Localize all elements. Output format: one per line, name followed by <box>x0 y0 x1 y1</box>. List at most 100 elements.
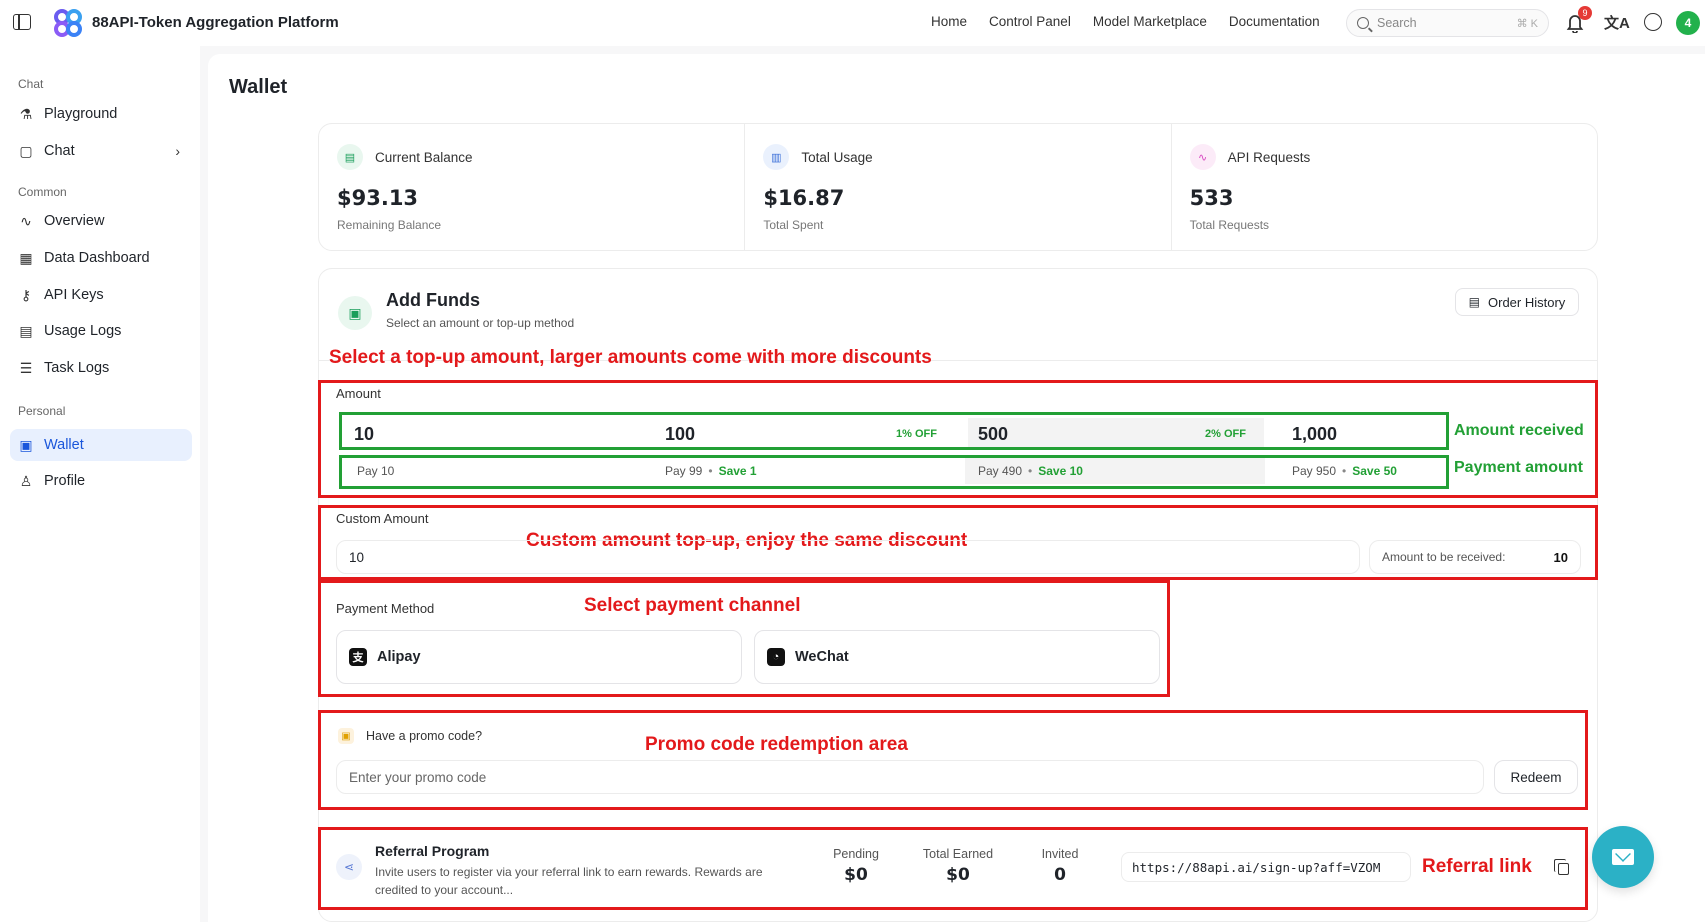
app-title: 88API-Token Aggregation Platform <box>92 14 339 31</box>
sidebar-section-chat: Chat <box>18 77 44 91</box>
referral-stat-label: Total Earned <box>922 847 994 861</box>
nav-model-marketplace[interactable]: Model Marketplace <box>1092 14 1207 29</box>
sidebar-item-chat[interactable]: ▢ Chat › <box>10 135 192 167</box>
promo-placeholder: Enter your promo code <box>349 769 487 785</box>
palette-icon[interactable] <box>1644 13 1662 31</box>
promo-code-input[interactable]: Enter your promo code <box>336 760 1484 794</box>
payment-option-label: WeChat <box>795 649 849 665</box>
copy-icon <box>1553 859 1569 875</box>
amount-value: 100 <box>665 423 696 444</box>
amount-option-10[interactable]: 10 <box>344 418 644 450</box>
annotation-topup: Select a top-up amount, larger amounts c… <box>329 347 932 368</box>
referral-link-field[interactable]: https://88api.ai/sign-up?aff=VZOM <box>1121 852 1411 882</box>
payment-option-label: Alipay <box>377 649 421 665</box>
stat-value: 533 <box>1189 186 1234 210</box>
annotation-box-promo <box>318 710 1588 810</box>
grid-icon: ▦ <box>19 249 33 266</box>
pay-amount-500: Pay 490 • Save 10 <box>965 458 1265 484</box>
sidebar-item-profile[interactable]: ♙ Profile <box>10 465 192 497</box>
top-nav: Home Control Panel Model Marketplace Doc… <box>931 14 1320 29</box>
key-icon: ⚷ <box>20 286 32 303</box>
referral-stat-value: $0 <box>946 865 970 885</box>
sidebar-item-label: API Keys <box>44 287 104 303</box>
flask-icon: ⚗ <box>19 105 33 122</box>
save-text: Save 1 <box>718 464 757 478</box>
amount-value: 1,000 <box>1292 423 1338 444</box>
sidebar-item-api-keys[interactable]: ⚷ API Keys <box>10 279 192 311</box>
sidebar-item-usage-logs[interactable]: ▤ Usage Logs <box>10 315 192 347</box>
alipay-icon: 支 <box>349 648 367 666</box>
nav-control-panel[interactable]: Control Panel <box>989 14 1071 29</box>
promo-label: Have a promo code? <box>366 729 483 743</box>
referral-link: https://88api.ai/sign-up?aff=VZOM <box>1132 859 1381 875</box>
custom-amount-value: 10 <box>349 549 365 565</box>
nav-home[interactable]: Home <box>931 14 968 29</box>
sidebar-item-label: Overview <box>44 213 105 229</box>
sidebar-item-playground[interactable]: ⚗ Playground <box>10 98 192 130</box>
sidebar: Chat ⚗ Playground ▢ Chat › Common ∿ Over… <box>0 46 200 922</box>
pay-amount-10: Pay 10 <box>344 458 644 484</box>
annotation-referral: Referral link <box>1422 856 1532 877</box>
payment-option-alipay[interactable]: 支 Alipay <box>336 630 742 684</box>
file-text-icon: ▤ <box>19 322 33 339</box>
mail-fab-button[interactable] <box>1592 826 1654 888</box>
amount-option-1000[interactable]: 1,000 <box>1282 418 1442 450</box>
divider <box>318 360 1598 361</box>
amount-value: 10 <box>354 423 375 444</box>
pay-text: Pay 99 <box>665 464 703 478</box>
annotation-payment-amount: Payment amount <box>1454 459 1583 476</box>
amount-label: Amount <box>336 386 381 401</box>
stat-label: Current Balance <box>375 149 473 165</box>
annotation-box-amount <box>318 380 1598 498</box>
discount-badge: 2% OFF <box>1205 428 1246 440</box>
redeem-button[interactable]: Redeem <box>1494 760 1578 794</box>
sidebar-item-label: Playground <box>44 106 118 122</box>
copy-button[interactable] <box>1550 856 1576 882</box>
amount-option-500[interactable]: 500 2% OFF <box>968 418 1264 450</box>
sidebar-item-overview[interactable]: ∿ Overview <box>10 205 192 237</box>
avatar[interactable]: 4 <box>1676 11 1700 35</box>
amount-option-100[interactable]: 100 1% OFF <box>655 418 955 450</box>
amount-received-display: Amount to be received: 10 <box>1369 540 1581 574</box>
stat-current-balance: ▤ Current Balance $93.13 Remaining Balan… <box>319 124 746 250</box>
referral-title: Referral Program <box>375 843 490 859</box>
add-funds-title: Add Funds <box>386 290 480 310</box>
nav-documentation[interactable]: Documentation <box>1228 14 1320 29</box>
annotation-box-received <box>339 412 1449 450</box>
annotation-promo: Promo code redemption area <box>645 734 908 755</box>
page-title: Wallet <box>229 76 288 98</box>
sidebar-item-data-dashboard[interactable]: ▦ Data Dashboard <box>10 242 192 274</box>
sidebar-section-common: Common <box>18 185 67 199</box>
sidebar-item-label: Usage Logs <box>44 323 122 339</box>
payment-method-label: Payment Method <box>336 601 435 616</box>
sidebar-item-label: Data Dashboard <box>44 250 150 266</box>
referral-stat-invited: Invited 0 <box>1038 847 1082 885</box>
separator-dot: • <box>1342 464 1347 478</box>
translate-icon[interactable]: 文A <box>1604 15 1630 32</box>
sidebar-toggle-icon[interactable] <box>13 14 31 30</box>
stat-total-usage: ▥ Total Usage $16.87 Total Spent <box>745 124 1172 250</box>
search-input[interactable]: Search ⌘ K <box>1346 9 1549 37</box>
pay-text: Pay 10 <box>357 464 395 478</box>
chevron-right-icon: › <box>175 143 180 159</box>
save-text: Save 10 <box>1038 464 1083 478</box>
receipt-icon: ▤ <box>1468 295 1481 309</box>
stat-value: $93.13 <box>337 186 419 210</box>
stats-card: ▤ Current Balance $93.13 Remaining Balan… <box>318 123 1598 251</box>
payment-option-wechat[interactable]: ◔ WeChat <box>754 630 1160 684</box>
bell-icon[interactable] <box>1566 13 1584 33</box>
referral-stat-pending: Pending $0 <box>832 847 880 885</box>
order-history-button[interactable]: ▤ Order History <box>1455 288 1579 316</box>
referral-stat-value: $0 <box>844 865 868 885</box>
sidebar-item-task-logs[interactable]: ☰ Task Logs <box>10 352 192 384</box>
amount-value: 500 <box>978 423 1009 444</box>
pay-text: Pay 490 <box>978 464 1023 478</box>
list-checks-icon: ☰ <box>19 359 33 376</box>
annotation-box-payment <box>339 455 1449 489</box>
referral-description: Invite users to register via your referr… <box>375 865 763 897</box>
received-label: Amount to be received: <box>1382 550 1506 564</box>
custom-amount-input[interactable]: 10 <box>336 540 1360 574</box>
sidebar-item-wallet[interactable]: ▣ Wallet <box>10 429 192 461</box>
stat-value: $16.87 <box>763 186 845 210</box>
notification-badge: 9 <box>1578 6 1592 20</box>
